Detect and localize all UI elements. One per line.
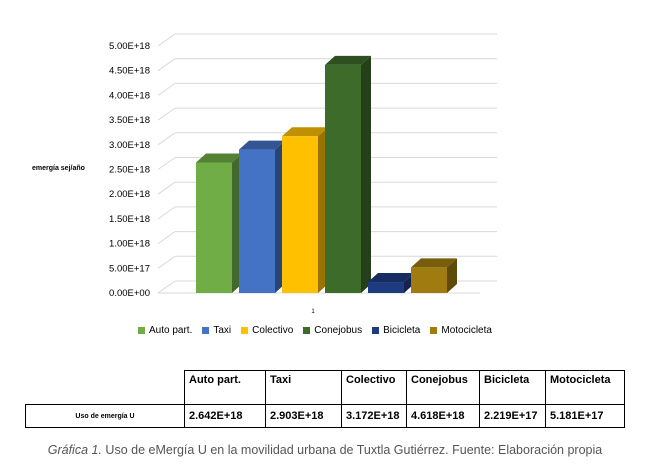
gridline — [157, 255, 176, 269]
legend-swatch — [430, 327, 438, 334]
legend-label: Motocicleta — [441, 325, 492, 336]
y-tick-label: 5.00E+18 — [109, 41, 150, 52]
table-row-label: Uso de emergía U — [25, 404, 185, 428]
legend-item: Bicicleta — [372, 325, 420, 336]
chart-legend: Auto part. Taxi Colectivo Conejobus Biciclet… — [138, 325, 492, 336]
y-tick-label: 2.00E+18 — [109, 189, 150, 200]
caption-label: Gráfica 1. — [47, 443, 102, 457]
y-tick-label: 4.00E+18 — [109, 90, 150, 101]
legend-swatch — [202, 327, 210, 334]
legend-label: Conejobus — [314, 325, 363, 336]
table-header-cell: Colectivo — [341, 370, 407, 405]
table-header-cell: Motocicleta — [545, 370, 625, 405]
bar-bicicleta — [368, 282, 404, 293]
table-header-cell: Auto part. — [184, 370, 266, 405]
y-tick-label: 2.50E+18 — [109, 165, 150, 176]
legend-swatch — [303, 327, 311, 334]
gridline — [157, 280, 176, 294]
y-tick-label: 1.50E+18 — [109, 214, 150, 225]
bar-chart: 0.00E+00 5.00E+17 1.00E+18 1.50E+18 2.00E+18… — [109, 33, 497, 315]
gridline — [157, 107, 176, 121]
legend-label: Auto part. — [149, 325, 193, 336]
table-cell: 2.219E+17 — [479, 404, 546, 428]
gridline — [157, 206, 176, 220]
legend-item: Colectivo — [241, 325, 293, 336]
bar-motocicleta — [411, 267, 447, 293]
data-table: Auto part. Taxi Colectivo Conejobus Bici… — [25, 370, 625, 428]
gridline — [157, 82, 176, 96]
bar-auto-part- — [196, 162, 232, 293]
figure-caption: Gráfica 1. Uso de eMergía U en la movili… — [0, 443, 650, 457]
legend-swatch — [138, 327, 145, 334]
legend-label: Bicicleta — [383, 325, 421, 336]
gridline — [157, 33, 176, 47]
table-header-row: Auto part. Taxi Colectivo Conejobus Bici… — [26, 370, 625, 405]
bar-top — [282, 127, 328, 137]
gridline — [157, 132, 176, 146]
legend-item: Taxi — [202, 325, 231, 336]
bar-top — [411, 258, 457, 268]
legend-item: Motocicleta — [430, 325, 492, 336]
gridline — [157, 231, 176, 245]
y-tick-label: 1.00E+18 — [109, 239, 150, 250]
gridline — [157, 181, 176, 195]
legend-label: Colectivo — [252, 325, 294, 336]
legend-swatch — [241, 327, 249, 334]
y-tick-label: 0.00E+00 — [109, 288, 150, 299]
gridline — [157, 58, 176, 72]
bar-top — [368, 273, 414, 283]
legend-item: Conejobus — [303, 325, 362, 336]
legend-item: Auto part. — [138, 325, 192, 336]
bar-side — [447, 258, 457, 293]
y-tick-label: 5.00E+17 — [109, 263, 150, 274]
bar-side — [361, 55, 371, 293]
bar-top — [196, 153, 242, 163]
table-cell: 5.181E+17 — [545, 404, 625, 428]
table-corner-cell — [26, 371, 185, 405]
bar-taxi — [239, 149, 275, 293]
table-row: Uso de emergía U 2.642E+18 2.903E+18 3.1… — [25, 404, 625, 428]
bar-top — [325, 55, 371, 65]
legend-swatch — [372, 327, 380, 334]
y-tick-label: 3.50E+18 — [109, 115, 150, 126]
x-tick-label: 1 — [311, 309, 315, 315]
caption-text: Uso de eMergía U en la movilidad urbana … — [105, 443, 603, 457]
bar-conejobus — [325, 64, 361, 294]
table-header-cell: Bicicleta — [479, 370, 546, 405]
y-tick-label: 3.00E+18 — [109, 140, 150, 151]
bar-colectivo — [282, 136, 318, 293]
table-cell: 3.172E+18 — [341, 404, 407, 428]
table-cell: 4.618E+18 — [406, 404, 480, 428]
bar-top — [239, 140, 285, 150]
table-header-cell: Taxi — [265, 370, 342, 405]
y-tick-label: 4.50E+18 — [109, 66, 150, 77]
table-cell: 2.642E+18 — [184, 404, 266, 428]
legend-label: Taxi — [213, 325, 232, 336]
table-cell: 2.903E+18 — [265, 404, 342, 428]
table-header-cell: Conejobus — [406, 370, 480, 405]
gridline — [157, 157, 176, 170]
y-axis-label: emergía sej/año — [32, 165, 85, 172]
